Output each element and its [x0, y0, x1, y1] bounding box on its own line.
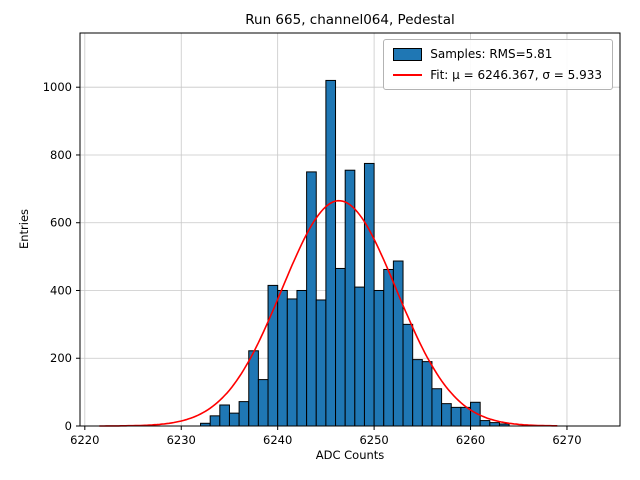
svg-text:6260: 6260 — [456, 433, 485, 447]
svg-text:6270: 6270 — [552, 433, 581, 447]
svg-text:800: 800 — [50, 148, 72, 162]
x-axis-ticks: 6220 6230 6240 6250 6260 6270 — [70, 426, 582, 447]
legend-row-samples: Samples: RMS=5.81 — [393, 47, 602, 61]
fit-line-swatch-icon — [393, 74, 423, 76]
svg-text:400: 400 — [50, 283, 72, 297]
legend-fit-label: Fit: μ = 6246.367, σ = 5.933 — [430, 68, 602, 82]
svg-text:6250: 6250 — [359, 433, 388, 447]
samples-swatch-icon — [393, 47, 423, 61]
chart-title: Run 665, channel064, Pedestal — [245, 12, 455, 28]
histogram-bars — [200, 79, 510, 427]
svg-text:6230: 6230 — [167, 433, 196, 447]
svg-text:6220: 6220 — [70, 433, 99, 447]
fit-curve — [99, 199, 558, 427]
svg-text:1000: 1000 — [43, 80, 72, 94]
plot-border — [79, 32, 621, 427]
y-axis-label: Entries — [17, 208, 31, 250]
legend-row-fit: Fit: μ = 6246.367, σ = 5.933 — [393, 68, 602, 82]
y-axis-ticks: 0 200 400 600 800 1000 — [43, 80, 80, 433]
legend-samples-label: Samples: RMS=5.81 — [430, 47, 553, 61]
svg-text:200: 200 — [50, 351, 72, 365]
svg-text:6240: 6240 — [263, 433, 292, 447]
legend: Samples: RMS=5.81 Fit: μ = 6246.367, σ =… — [383, 39, 613, 90]
x-axis-label: ADC Counts — [315, 448, 385, 462]
svg-text:600: 600 — [50, 216, 72, 230]
svg-text:0: 0 — [65, 419, 72, 433]
